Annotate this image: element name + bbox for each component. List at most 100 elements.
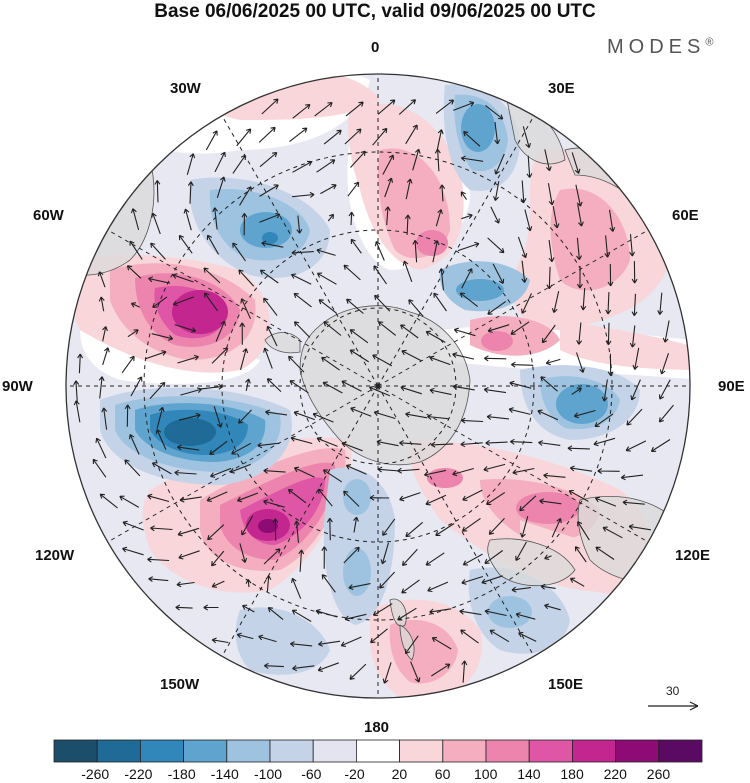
wind-arrow [207,524,225,541]
wind-arrow [576,237,582,261]
wind-arrow [265,575,272,592]
wind-arrow [322,469,343,483]
wind-arrow [203,267,221,284]
wind-arrow [431,637,452,650]
wind-arrow [434,148,441,172]
wind-arrow [425,494,447,506]
wind-arrow [316,436,338,447]
wind-arrow [405,124,418,145]
colorbar-swatch [485,739,530,763]
wind-arrow [509,438,533,445]
lon-label-30e: 30E [548,80,575,97]
wind-arrow [263,297,278,316]
map-disc [66,74,690,698]
wind-arrow [238,269,255,287]
wind-arrow [204,292,218,312]
meridian-line [107,385,379,543]
wind-arrow [459,292,479,308]
wind-arrow [631,293,638,317]
wind-arrow [461,575,483,585]
reference-vector-label: 30 [666,684,680,698]
wind-arrow [510,321,530,335]
wind-arrow [594,413,614,428]
wind-arrow [288,355,305,373]
wind-arrow [121,355,135,374]
wind-arrow [349,329,369,344]
graticule [66,74,690,698]
wind-arrow [436,129,444,152]
wind-arrow [203,604,219,611]
wind-arrow [343,490,360,507]
wind-arrow [293,321,311,338]
wind-arrow [98,376,105,399]
colorbar-tick: -60 [301,766,322,782]
wind-arrow [129,240,143,260]
colorbar-swatch [528,739,573,763]
wind-arrow [316,272,337,285]
wind-arrow [544,603,561,611]
wind-arrow [130,376,143,397]
wind-arrow [231,442,252,455]
wind-arrow [453,327,476,337]
wind-arrow [152,296,168,308]
wind-arrow [377,466,400,473]
wind-arrow [293,292,312,308]
wind-arrow [487,324,510,333]
wind-arrow [263,467,286,474]
wind-arrow [341,441,363,452]
wind-arrow [539,498,562,505]
wind-arrow [515,541,527,561]
wind-arrow [151,462,172,475]
colorbar-tick: -220 [124,766,153,782]
colorbar-swatch [183,739,228,763]
wind-arrow [400,385,422,395]
wind-arrow [241,213,248,236]
wind-arrow [124,459,141,477]
wind-arrow [327,213,335,222]
colorbar-swatch [572,739,617,763]
lon-label-120w: 120W [35,547,75,564]
wind-arrow [316,248,336,256]
wind-arrow [372,354,393,367]
wind-arrow [486,491,506,506]
wind-arrow [594,496,617,507]
wind-arrow [494,153,505,175]
wind-arrow [130,302,141,308]
wind-arrow [602,526,623,539]
lon-label-0: 0 [371,39,380,56]
wind-arrow [353,516,359,533]
wind-arrow [544,149,552,172]
wind-arrow [593,437,616,447]
positive-anomaly-core [172,290,228,334]
wind-arrow [323,129,342,145]
wind-arrow [574,546,587,563]
wind-arrow [540,376,558,392]
wind-arrow [177,527,200,537]
wind-arrow [214,151,226,173]
colorbar-swatch [269,739,314,763]
wind-arrow [326,517,333,541]
wind-arrow [232,242,246,262]
wind-arrow [576,266,583,289]
wind-arrow [97,271,106,288]
wind-arrow [178,550,200,560]
negative-anomaly-region [235,607,330,675]
colorbar-swatch [399,739,444,763]
meridian-line [377,115,535,387]
wind-arrow [212,207,219,230]
wind-arrow [186,153,196,175]
wind-arrow [427,413,450,420]
antarctica [299,305,471,466]
wind-arrow [349,349,369,363]
wind-arrow [126,265,142,279]
wind-arrow [410,661,421,683]
wind-arrow [547,183,555,206]
wind-arrow [323,321,342,336]
wind-arrow [258,126,276,143]
wind-arrow [439,184,446,202]
wind-arrow [453,101,475,111]
wind-arrow [145,350,167,360]
wind-arrow [213,406,223,428]
wind-arrow [517,236,528,259]
wind-arrow [431,663,451,677]
